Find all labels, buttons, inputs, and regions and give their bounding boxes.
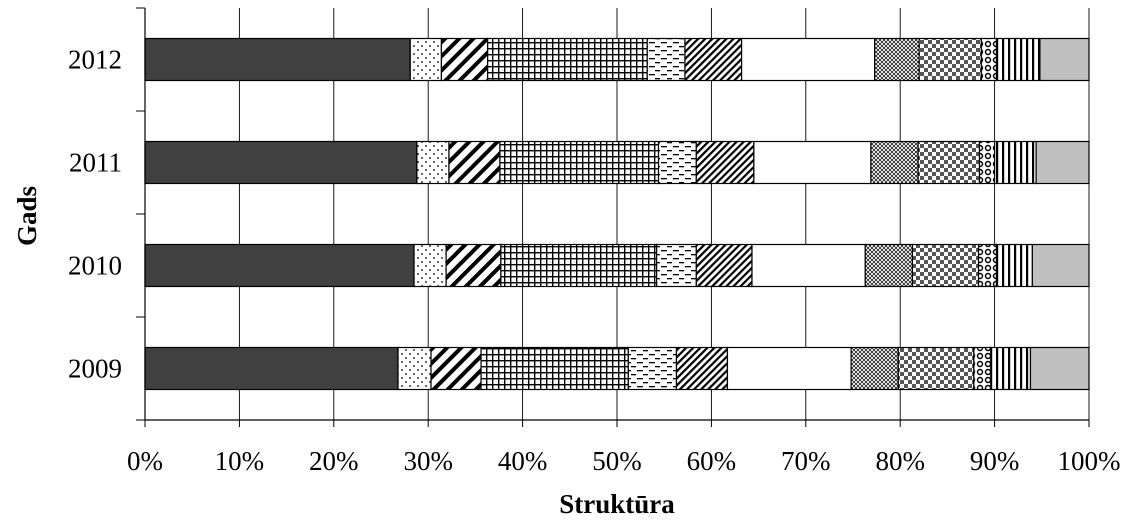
- y-tick-label: 2012: [68, 45, 122, 75]
- bar-segment: [911, 243, 980, 288]
- tick-labels: 0% 10% 20% 30% 40% 50% 60% 70% 80% 90% 100% 2012 201…: [68, 45, 1121, 477]
- x-tick-label: 100%: [1058, 446, 1121, 476]
- x-tick-label: 0%: [127, 446, 163, 476]
- bar-segment: [675, 346, 729, 391]
- bar-segment: [741, 37, 876, 82]
- x-tick-label: 60%: [687, 446, 737, 476]
- bar-segment: [978, 140, 996, 185]
- bar-segment: [144, 37, 411, 82]
- bar-segment: [1039, 37, 1090, 82]
- bar-segment: [695, 140, 755, 185]
- y-tick-label: 2011: [69, 148, 122, 178]
- bar-segment: [726, 346, 852, 391]
- bar-segment: [413, 243, 447, 288]
- axes: [136, 7, 1090, 427]
- bar-segment: [993, 140, 1037, 185]
- bar-segment: [657, 140, 697, 185]
- x-tick-label: 20%: [309, 446, 359, 476]
- bar-segment: [918, 37, 982, 82]
- y-tick-label: 2009: [68, 354, 122, 384]
- bar-segment: [980, 37, 998, 82]
- bar-segment: [500, 243, 658, 288]
- bar-segment: [144, 140, 418, 185]
- bar-segment: [480, 346, 629, 391]
- y-axis-title: Gads: [12, 186, 42, 246]
- bar-segment: [1031, 243, 1090, 288]
- x-tick-label: 80%: [875, 446, 925, 476]
- bar-segment: [973, 346, 992, 391]
- x-tick-label: 50%: [592, 446, 642, 476]
- bar-segment: [397, 346, 432, 391]
- bar-segment: [1035, 140, 1090, 185]
- x-tick-label: 30%: [403, 446, 453, 476]
- bar-segment: [917, 140, 981, 185]
- bar-segment: [440, 37, 489, 82]
- x-tick-label: 10%: [215, 446, 265, 476]
- bar-segment: [695, 243, 753, 288]
- bar-segment: [870, 140, 919, 185]
- bar-segment: [409, 37, 443, 82]
- bar-segment: [627, 346, 678, 391]
- x-tick-label: 90%: [970, 446, 1020, 476]
- bar-segment: [684, 37, 743, 82]
- bar-segment: [144, 243, 415, 288]
- bar-segment: [990, 346, 1032, 391]
- bar-segment: [995, 37, 1041, 82]
- bar-segment: [448, 140, 501, 185]
- y-tick-label: 2010: [68, 251, 122, 281]
- bar-segment: [499, 140, 660, 185]
- bar-segment: [487, 37, 648, 82]
- bar-segment: [977, 243, 998, 288]
- bar-segment: [656, 243, 697, 288]
- bar-segment: [753, 140, 872, 185]
- bar-segment: [416, 140, 450, 185]
- bars: [144, 37, 1090, 391]
- x-axis-title: Struktūra: [559, 489, 675, 519]
- bar-segment: [850, 346, 899, 391]
- bar-segment: [864, 243, 914, 288]
- bar-segment: [897, 346, 975, 391]
- bar-segment: [1029, 346, 1090, 391]
- bar-segment: [144, 346, 399, 391]
- bar-segment: [751, 243, 866, 288]
- bar-segment: [445, 243, 502, 288]
- bar-segment: [995, 243, 1033, 288]
- x-tick-label: 40%: [498, 446, 548, 476]
- bar-segment: [646, 37, 686, 82]
- bar-segment: [874, 37, 920, 82]
- bar-segment: [430, 346, 482, 391]
- x-tick-label: 70%: [781, 446, 831, 476]
